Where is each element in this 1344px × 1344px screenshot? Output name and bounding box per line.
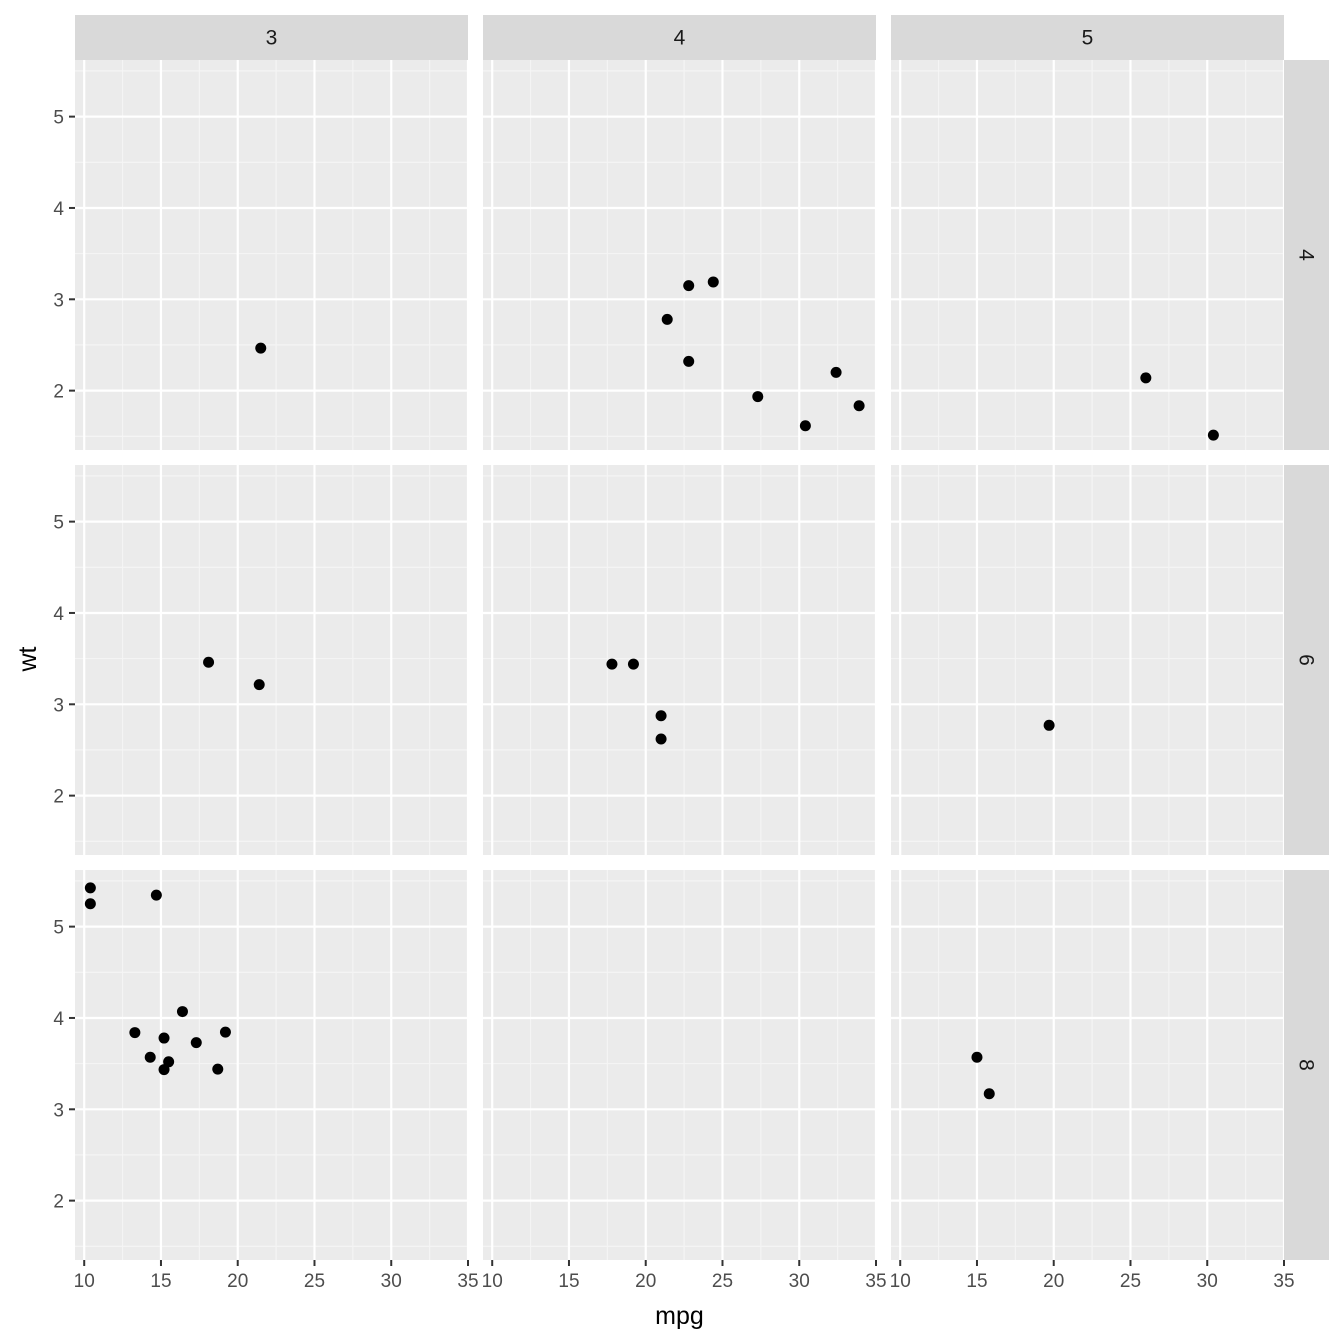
x-tick-label: 30 [1197, 1271, 1218, 1292]
x-tick-label: 10 [890, 1271, 911, 1292]
x-tick-label: 10 [482, 1271, 503, 1292]
panel-background [75, 465, 468, 855]
y-tick-label: 5 [53, 918, 64, 939]
x-tick-label: 25 [712, 1271, 733, 1292]
facet-strip-top [75, 15, 468, 60]
data-point [853, 400, 865, 412]
x-tick-label: 10 [74, 1271, 95, 1292]
x-tick-label: 20 [227, 1271, 248, 1292]
y-tick-label: 3 [53, 290, 64, 311]
data-point [1207, 429, 1219, 441]
y-tick-label: 3 [53, 695, 64, 716]
panel-background [891, 465, 1284, 855]
panel-4-8 [483, 870, 878, 1260]
facet-strip-top [483, 15, 876, 60]
panel-4-4 [483, 60, 878, 450]
y-tick-label: 4 [53, 604, 64, 625]
panel-3-4 [75, 60, 470, 450]
panel-background [891, 870, 1284, 1260]
y-tick-label: 3 [53, 1100, 64, 1121]
data-point [129, 1027, 141, 1039]
data-point [150, 889, 162, 901]
facet-strip-right [1284, 870, 1329, 1260]
facet-strip-top-label: 3 [266, 27, 278, 50]
y-tick-label: 5 [53, 108, 64, 129]
facet-strip-top [891, 15, 1284, 60]
data-point [84, 898, 96, 910]
data-point [683, 355, 695, 367]
data-point [190, 1037, 202, 1049]
facet-strip-right [1284, 60, 1329, 450]
data-point [655, 710, 667, 722]
y-axis-title: wt [14, 646, 42, 672]
facet-strip-top-label: 5 [1082, 27, 1094, 50]
panel-background [483, 60, 876, 450]
data-point [1140, 372, 1152, 384]
data-point [219, 1026, 231, 1038]
data-point [253, 679, 265, 691]
data-point [627, 658, 639, 670]
panel-background [75, 60, 468, 450]
data-point [158, 1032, 170, 1044]
data-point [203, 656, 215, 668]
x-tick-label: 15 [966, 1271, 987, 1292]
x-tick-label: 25 [304, 1271, 325, 1292]
data-point [983, 1088, 995, 1100]
panel-5-8 [891, 870, 1286, 1260]
y-tick-label: 4 [53, 199, 64, 220]
panel-background [891, 60, 1284, 450]
data-point [1043, 719, 1055, 731]
data-point [255, 342, 267, 354]
panel-4-6 [483, 465, 878, 855]
y-tick-label: 2 [53, 382, 64, 403]
panel-5-4 [891, 60, 1286, 450]
x-tick-label: 30 [789, 1271, 810, 1292]
data-point [655, 733, 667, 745]
data-point [799, 420, 811, 432]
facet-strip-right [1284, 465, 1329, 855]
facet-strip-right-label: 4 [1295, 249, 1318, 261]
data-point [830, 366, 842, 378]
x-tick-label: 35 [457, 1271, 478, 1292]
x-tick-label: 30 [381, 1271, 402, 1292]
x-tick-label: 15 [558, 1271, 579, 1292]
x-axis-title: mpg [655, 1302, 704, 1330]
data-point [707, 276, 719, 288]
facet-strip-right-label: 8 [1295, 1059, 1318, 1071]
y-tick-label: 2 [53, 787, 64, 808]
data-point [971, 1051, 983, 1063]
x-tick-label: 20 [635, 1271, 656, 1292]
facet-strip-right-label: 6 [1295, 654, 1318, 666]
panel-background [483, 465, 876, 855]
data-point [683, 280, 695, 292]
y-tick-label: 5 [53, 513, 64, 534]
y-tick-label: 2 [53, 1192, 64, 1213]
x-tick-label: 25 [1120, 1271, 1141, 1292]
x-tick-label: 35 [865, 1271, 886, 1292]
panel-background [483, 870, 876, 1260]
x-tick-label: 20 [1043, 1271, 1064, 1292]
panel-3-8 [75, 870, 470, 1260]
panel-5-6 [891, 465, 1286, 855]
data-point [606, 658, 618, 670]
x-tick-label: 35 [1273, 1271, 1294, 1292]
facet-strip-top-label: 4 [674, 27, 686, 50]
data-point [158, 1064, 170, 1076]
data-point [84, 882, 96, 894]
y-tick-label: 4 [53, 1009, 64, 1030]
data-point [212, 1063, 224, 1075]
x-tick-label: 15 [150, 1271, 171, 1292]
data-point [661, 313, 673, 325]
data-point [752, 391, 764, 403]
data-point [144, 1051, 156, 1063]
data-point [176, 1006, 188, 1018]
panel-3-6 [75, 465, 470, 855]
panel-background [75, 870, 468, 1260]
